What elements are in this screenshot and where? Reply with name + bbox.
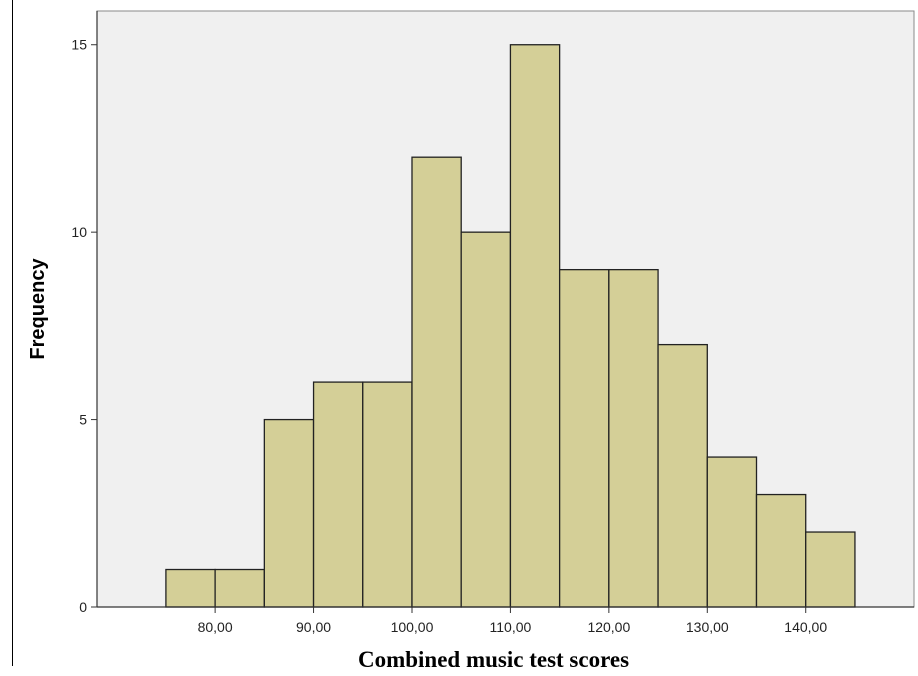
- histogram-bar: [608, 268, 659, 608]
- x-tick-label: 140,00: [784, 619, 827, 635]
- x-axis: 80,00 90,00 100,00 110,00 120,00 130,00 140,00: [97, 606, 914, 635]
- x-tick-label: 80,00: [198, 619, 233, 635]
- histogram-bar: [706, 456, 758, 608]
- y-tick-label: 0: [79, 599, 87, 615]
- y-axis-label: Frequency: [27, 258, 49, 360]
- histogram-bar: [263, 418, 315, 608]
- x-axis-label: Combined music test scores: [358, 647, 629, 672]
- histogram-bar: [657, 343, 708, 608]
- y-tick-label: 15: [71, 37, 87, 53]
- bars-group: [165, 44, 856, 608]
- x-tick-label: 110,00: [490, 619, 532, 635]
- x-tick-label: 130,00: [686, 619, 729, 635]
- x-tick-label: 120,00: [587, 619, 630, 635]
- histogram-bar: [411, 156, 462, 608]
- histogram-bar: [460, 231, 512, 608]
- histogram-bar: [558, 268, 610, 608]
- y-axis: 0 5 10 15: [71, 11, 98, 615]
- y-tick-label: 10: [71, 224, 87, 240]
- histogram-bar: [312, 381, 364, 608]
- x-tick-label: 90,00: [296, 619, 331, 635]
- histogram-bar: [214, 568, 265, 608]
- y-tick-label: 5: [79, 412, 87, 428]
- histogram-bar: [509, 44, 561, 608]
- histogram-bar: [362, 381, 413, 608]
- left-border-line: [12, 0, 13, 666]
- x-tick-label: 100,00: [391, 619, 434, 635]
- histogram-bar: [165, 568, 216, 608]
- histogram-bar: [755, 493, 807, 608]
- histogram-bar: [805, 531, 856, 608]
